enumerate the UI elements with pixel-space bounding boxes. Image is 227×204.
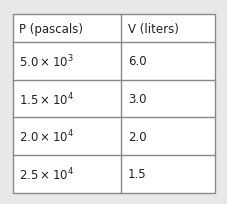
Bar [12, 15, 215, 193]
Text: $1.5 \times 10^4$: $1.5 \times 10^4$ [19, 91, 74, 107]
Text: 1.5: 1.5 [127, 167, 146, 181]
Text: $2.5 \times 10^4$: $2.5 \times 10^4$ [19, 166, 74, 182]
Text: P (pascals): P (pascals) [19, 23, 83, 35]
Text: $2.0 \times 10^4$: $2.0 \times 10^4$ [19, 128, 74, 145]
Text: 6.0: 6.0 [127, 55, 146, 68]
Text: 3.0: 3.0 [127, 93, 146, 105]
Text: $5.0 \times 10^3$: $5.0 \times 10^3$ [19, 53, 74, 70]
Text: V (liters): V (liters) [127, 23, 178, 35]
Text: 2.0: 2.0 [127, 130, 146, 143]
